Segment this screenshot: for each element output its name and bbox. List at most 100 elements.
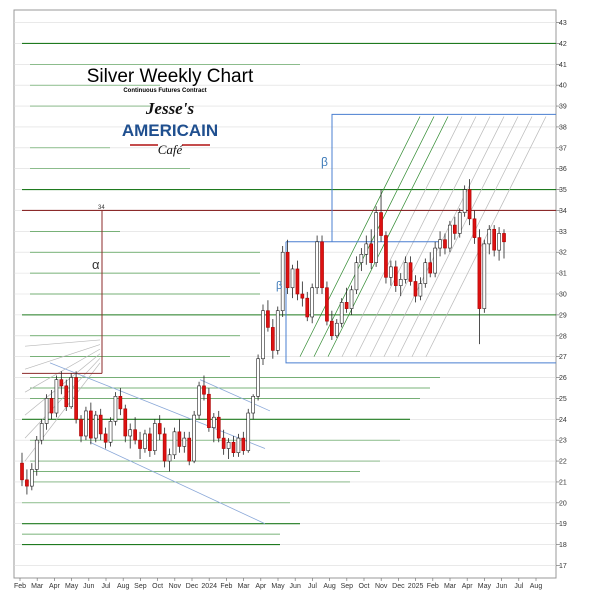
candle-body	[54, 379, 59, 414]
x-tick-label: Apr	[49, 583, 61, 590]
candle-body	[207, 393, 211, 428]
candle-body	[280, 251, 285, 312]
x-tick-label: Nov	[169, 583, 182, 590]
candle-body	[462, 189, 467, 213]
x-tick-label: Oct	[359, 583, 370, 590]
candle-body	[197, 385, 201, 416]
x-tick-label: 2024	[201, 583, 217, 590]
candle-body	[123, 408, 128, 437]
candle-body	[330, 320, 334, 337]
x-tick-label: Aug	[530, 583, 543, 590]
uptrend-channel-line	[341, 116, 463, 357]
candle-body	[177, 431, 182, 447]
x-tick-label: Feb	[14, 583, 26, 590]
candle-body	[403, 262, 408, 280]
candle-body	[241, 437, 246, 451]
candle-body	[487, 228, 492, 245]
candle-body	[128, 429, 133, 437]
candle-body	[472, 218, 477, 238]
x-tick-label: Sep	[341, 583, 354, 590]
candle-body	[438, 239, 442, 249]
x-tick-label: Jun	[290, 583, 301, 590]
candle-body	[172, 431, 177, 456]
candle-body	[39, 423, 44, 441]
candle-body	[349, 289, 354, 309]
candle-body	[295, 268, 300, 295]
x-tick-label: Jul	[102, 583, 111, 590]
x-tick-label: May	[65, 583, 79, 590]
y-axis-tick-labels: 17 18 19 20 21 22 23 24 25 26 27 28 29 30 31 32 33 34 35 36…	[559, 20, 567, 570]
uptrend-channel-line	[383, 116, 505, 357]
candle-body	[44, 398, 49, 424]
candle-body	[236, 437, 241, 454]
candle-body	[59, 379, 64, 387]
y-tick-label: 40	[559, 83, 567, 90]
candle-body	[202, 385, 206, 395]
candle-body	[118, 396, 123, 410]
down-channel-upper	[49, 362, 266, 449]
candle-body	[423, 262, 428, 284]
candle-body	[69, 377, 74, 408]
candle-body	[428, 262, 433, 274]
candle-body	[226, 441, 231, 449]
candle-body	[300, 293, 305, 299]
candle-body	[384, 235, 388, 278]
candle-body	[162, 433, 167, 462]
candle-body	[138, 439, 142, 449]
alpha-level-label: 34	[98, 205, 105, 211]
candle-body	[271, 327, 275, 351]
chart-subtitle: Continuous Futures Contract	[123, 88, 206, 94]
early-channel-line	[24, 358, 101, 439]
y-tick-label: 19	[559, 521, 567, 528]
x-tick-label: Jul	[514, 583, 523, 590]
candle-body	[34, 439, 39, 470]
candle-body	[320, 241, 324, 289]
x-tick-label: 2025	[408, 583, 424, 590]
candle-body	[74, 377, 78, 420]
y-tick-label: 34	[559, 208, 567, 215]
y-tick-label: 22	[559, 459, 567, 466]
x-tick-label: Mar	[238, 583, 251, 590]
x-tick-label: Jul	[308, 583, 317, 590]
y-tick-label: 42	[559, 41, 567, 48]
candle-body	[339, 302, 344, 324]
candle-body	[79, 418, 83, 437]
candle-body	[354, 262, 359, 291]
y-tick-label: 32	[559, 250, 567, 257]
y-tick-label: 39	[559, 104, 567, 111]
candle-body	[364, 243, 369, 255]
y-tick-label: 27	[559, 354, 567, 361]
candle-body	[457, 212, 462, 234]
y-tick-label: 38	[559, 124, 567, 131]
candle-body	[290, 268, 295, 289]
y-tick-label: 31	[559, 271, 567, 278]
y-tick-label: 26	[559, 375, 567, 382]
candle-body	[211, 416, 216, 428]
candle-body	[157, 423, 162, 435]
candle-body	[251, 396, 255, 414]
x-tick-label: Jun	[496, 583, 507, 590]
candle-body	[325, 287, 329, 322]
candle-body	[334, 322, 339, 337]
candle-body	[344, 302, 349, 309]
x-tick-label: Apr	[462, 583, 474, 590]
candle-body	[315, 241, 319, 289]
candle-body	[89, 410, 93, 439]
y-tick-label: 43	[559, 20, 567, 27]
y-tick-label: 25	[559, 396, 567, 403]
candle-body	[246, 412, 251, 451]
x-tick-label: Jun	[83, 583, 94, 590]
candle-body	[84, 410, 88, 437]
down-channel-short	[199, 379, 271, 412]
candle-body	[275, 310, 280, 351]
candle-body	[182, 437, 187, 447]
price-candles	[20, 179, 506, 495]
candle-body	[30, 469, 34, 487]
beta-upper-box	[331, 113, 556, 242]
x-tick-label: Sep	[134, 583, 147, 590]
y-tick-label: 35	[559, 187, 567, 194]
y-tick-label: 41	[559, 62, 567, 69]
uptrend-channel-line	[313, 116, 435, 357]
early-channel-line	[24, 348, 101, 393]
